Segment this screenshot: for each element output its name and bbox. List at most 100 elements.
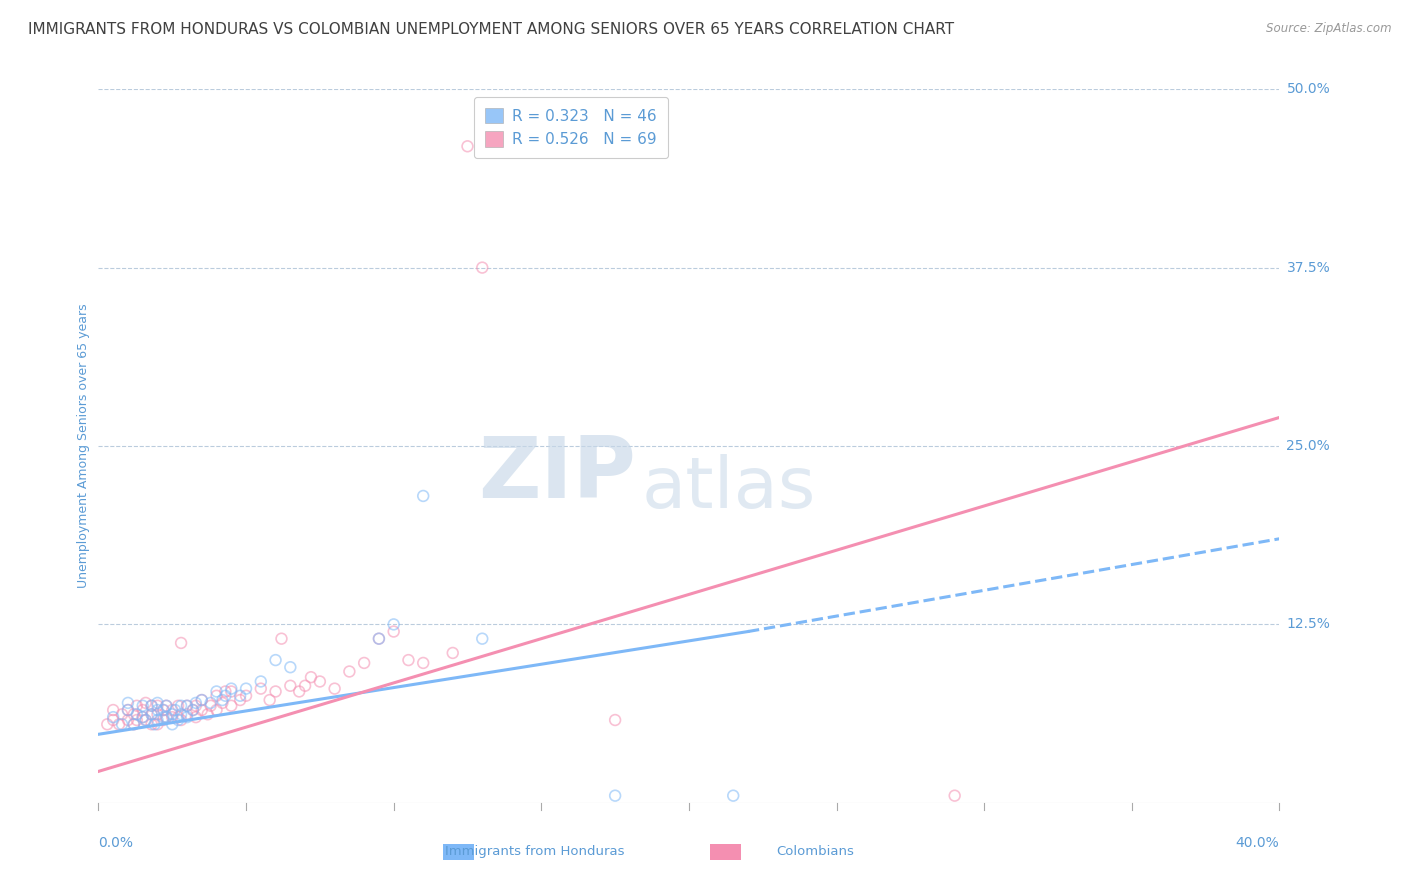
Point <box>412 656 434 670</box>
Point <box>162 703 183 717</box>
Point <box>117 713 139 727</box>
Point <box>117 703 139 717</box>
Point <box>412 489 434 503</box>
Point <box>184 696 207 710</box>
Point <box>167 698 190 713</box>
Point <box>146 698 169 713</box>
Point <box>382 624 405 639</box>
Point <box>117 703 139 717</box>
Point <box>167 713 190 727</box>
Point <box>211 693 233 707</box>
Point <box>471 632 494 646</box>
Point <box>122 707 145 722</box>
Point <box>235 689 257 703</box>
Point <box>323 681 346 696</box>
Point <box>176 710 198 724</box>
Point <box>200 696 222 710</box>
Point <box>270 632 292 646</box>
Text: 25.0%: 25.0% <box>1286 439 1330 453</box>
Point <box>721 789 744 803</box>
Point <box>152 713 174 727</box>
Point <box>396 653 419 667</box>
Point <box>191 703 214 717</box>
Point <box>132 703 155 717</box>
Point <box>288 684 311 698</box>
Point <box>111 717 134 731</box>
Point <box>162 707 183 722</box>
Point <box>146 696 169 710</box>
Point <box>382 617 405 632</box>
Point <box>337 665 360 679</box>
Point <box>103 710 125 724</box>
Point <box>205 684 228 698</box>
Point <box>152 703 174 717</box>
Point <box>141 698 163 713</box>
Point <box>181 703 204 717</box>
Point <box>219 698 242 713</box>
Point <box>309 674 332 689</box>
Point <box>471 260 494 275</box>
Point <box>943 789 966 803</box>
Point <box>176 698 198 713</box>
Point <box>141 717 163 731</box>
Point <box>219 684 242 698</box>
Point <box>299 670 322 684</box>
Point <box>368 632 391 646</box>
Text: 0.0%: 0.0% <box>98 836 134 850</box>
Y-axis label: Unemployment Among Seniors over 65 years: Unemployment Among Seniors over 65 years <box>77 303 90 589</box>
Point <box>278 660 302 674</box>
Point <box>191 693 214 707</box>
Point <box>235 681 257 696</box>
Point <box>141 698 163 713</box>
Point <box>122 717 145 731</box>
Point <box>181 703 204 717</box>
Point <box>135 696 157 710</box>
Point <box>103 703 125 717</box>
Point <box>200 698 222 713</box>
Point <box>456 139 478 153</box>
Point <box>146 707 169 722</box>
Point <box>250 681 273 696</box>
Legend: R = 0.323   N = 46, R = 0.526   N = 69: R = 0.323 N = 46, R = 0.526 N = 69 <box>474 97 668 158</box>
Point <box>170 713 193 727</box>
Point <box>143 717 166 731</box>
Point <box>219 681 242 696</box>
Point <box>141 707 163 722</box>
Point <box>132 710 155 724</box>
Point <box>214 684 236 698</box>
Point <box>211 696 233 710</box>
Point <box>229 689 252 703</box>
Point <box>141 707 163 722</box>
Point <box>155 710 177 724</box>
Point <box>155 698 177 713</box>
Text: ZIP: ZIP <box>478 433 636 516</box>
Point <box>125 698 148 713</box>
Point <box>176 707 198 722</box>
Point <box>162 710 183 724</box>
Point <box>135 713 157 727</box>
Text: Colombians: Colombians <box>776 846 855 858</box>
Point <box>170 636 193 650</box>
Point <box>146 713 169 727</box>
Point <box>122 717 145 731</box>
Text: IMMIGRANTS FROM HONDURAS VS COLOMBIAN UNEMPLOYMENT AMONG SENIORS OVER 65 YEARS C: IMMIGRANTS FROM HONDURAS VS COLOMBIAN UN… <box>28 22 955 37</box>
Point <box>353 656 375 670</box>
Point <box>250 674 273 689</box>
Point <box>170 698 193 713</box>
Point <box>132 710 155 724</box>
Point <box>155 698 177 713</box>
Text: atlas: atlas <box>641 454 815 524</box>
Point <box>155 710 177 724</box>
Point <box>125 713 148 727</box>
Point <box>111 707 134 722</box>
Point <box>146 717 169 731</box>
Text: Source: ZipAtlas.com: Source: ZipAtlas.com <box>1267 22 1392 36</box>
Point <box>605 713 627 727</box>
Point <box>205 703 228 717</box>
Point <box>152 710 174 724</box>
Point <box>152 703 174 717</box>
Point <box>170 707 193 722</box>
Point <box>278 679 302 693</box>
Text: 40.0%: 40.0% <box>1236 836 1279 850</box>
Point <box>264 653 287 667</box>
